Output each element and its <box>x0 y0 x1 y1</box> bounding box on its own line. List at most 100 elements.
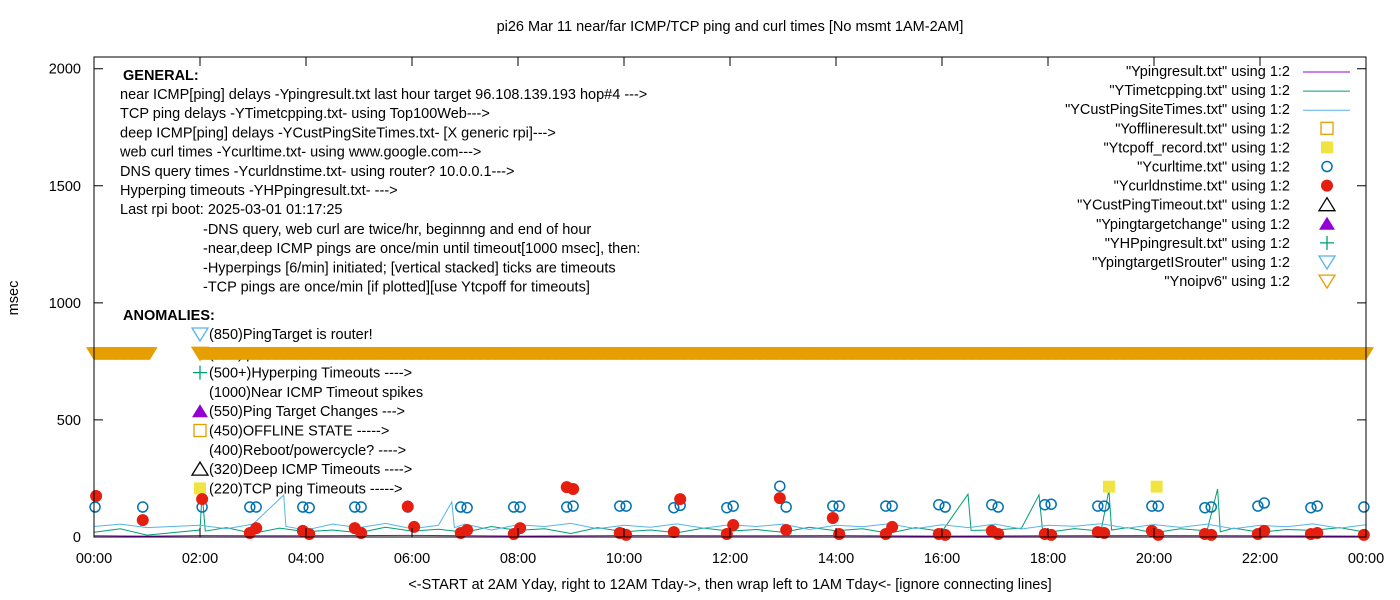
legend-symbol-icon <box>1321 141 1333 154</box>
data-point <box>514 522 527 535</box>
data-point <box>986 498 998 511</box>
x-tick-label: 12:00 <box>712 551 748 567</box>
data-point <box>90 490 103 503</box>
data-point <box>939 528 952 541</box>
data-point <box>1205 501 1217 513</box>
legend-symbol-icon <box>1321 179 1333 192</box>
data-point <box>1045 528 1058 541</box>
y-axis-label: msec <box>6 281 22 316</box>
series-4 <box>1102 480 1163 493</box>
data-point <box>1357 528 1370 541</box>
general-line: Hyperping timeouts -YHPpingresult.txt- -… <box>120 183 398 199</box>
data-point <box>727 500 739 512</box>
data-point <box>244 501 256 513</box>
data-point <box>1152 500 1164 512</box>
legend-label: "YCustPingSiteTimes.txt" using 1:2 <box>1065 102 1290 118</box>
note-line: -Hyperpings [6/min] initiated; [vertical… <box>203 260 616 276</box>
series-1 <box>93 488 1367 536</box>
data-point <box>567 483 580 495</box>
y-tick-label: 0 <box>73 530 81 546</box>
data-point <box>992 501 1004 513</box>
anomaly-label: (550)Ping Target Changes ---> <box>209 404 405 420</box>
general-line: DNS query times -Ycurldnstime.txt- using… <box>120 164 514 180</box>
y-tick-label: 500 <box>57 413 81 429</box>
data-point <box>833 500 845 512</box>
legend-label: "Ypingresult.txt" using 1:2 <box>1126 64 1290 80</box>
general-line: web curl times -Ycurltime.txt- using www… <box>119 145 481 161</box>
data-point <box>355 527 368 540</box>
legend-symbol-icon <box>1321 160 1333 173</box>
y-tick-label: 1500 <box>49 179 81 195</box>
data-point <box>303 501 315 514</box>
data-point <box>620 500 632 512</box>
data-point <box>1311 500 1323 512</box>
data-point <box>614 500 626 512</box>
series-2 <box>93 494 1367 531</box>
data-point <box>886 520 899 533</box>
legend-label: "YCustPingTimeout.txt" using 1:2 <box>1077 198 1290 214</box>
x-tick-label: 10:00 <box>606 551 642 567</box>
data-point <box>992 527 1005 540</box>
anomaly-label: (850)PingTarget is router! <box>209 327 373 343</box>
data-point <box>1152 528 1165 541</box>
general-line: near ICMP[ping] delays -Ypingresult.txt … <box>120 87 647 103</box>
data-point <box>1039 498 1051 511</box>
legend-label: "YHPpingresult.txt" using 1:2 <box>1105 236 1290 252</box>
data-point <box>1098 500 1110 512</box>
data-point <box>1258 524 1271 537</box>
data-point <box>137 501 149 513</box>
data-point <box>567 500 579 512</box>
x-tick-label: 20:00 <box>1136 551 1172 567</box>
x-tick-label: 04:00 <box>288 551 324 567</box>
data-point <box>933 498 945 511</box>
data-point <box>886 500 898 512</box>
legend-label: "Ynoipv6" using 1:2 <box>1164 274 1290 290</box>
x-tick-label: 06:00 <box>394 551 430 567</box>
x-axis-label: <-START at 2AM Yday, right to 12AM Tday-… <box>408 577 1051 593</box>
data-point <box>1205 528 1218 541</box>
data-point <box>349 501 361 513</box>
legend-label: "Ycurltime.txt" using 1:2 <box>1137 160 1290 176</box>
y-tick-label: 2000 <box>49 62 81 78</box>
data-point <box>514 501 526 513</box>
data-point <box>727 519 740 532</box>
data-point <box>408 520 421 533</box>
legend-label: "YpingtargetISrouter" using 1:2 <box>1092 255 1290 271</box>
data-point <box>827 500 839 512</box>
data-point <box>508 501 520 513</box>
legend-label: "YTimetcpping.txt" using 1:2 <box>1109 83 1290 99</box>
anomaly-label: (400)Reboot/powercycle? ----> <box>209 443 406 459</box>
anomaly-symbol-icon <box>194 482 206 495</box>
anomaly-symbol-icon <box>193 365 207 380</box>
note-line: -TCP pings are once/min [if plotted][use… <box>203 280 590 296</box>
anomalies-heading: ANOMALIES: <box>123 308 215 324</box>
data-point <box>297 501 309 513</box>
anomaly-label: (220)TCP ping Timeouts -----> <box>209 481 403 497</box>
data-point <box>250 522 263 535</box>
data-point <box>303 527 316 540</box>
data-point <box>89 501 101 513</box>
note-line: -DNS query, web curl are twice/hr, begin… <box>203 222 591 238</box>
x-tick-label: 22:00 <box>1242 551 1278 567</box>
anomaly-symbol-icon <box>190 460 210 476</box>
legend-symbol-icon <box>1317 255 1337 271</box>
legend-label: "Ypingtargetchange" using 1:2 <box>1096 217 1290 233</box>
data-point <box>826 512 839 525</box>
data-point <box>773 492 786 505</box>
x-tick-label: 08:00 <box>500 551 536 567</box>
data-point <box>780 501 792 513</box>
data-point <box>196 493 209 506</box>
data-point <box>939 501 951 513</box>
data-point <box>668 501 680 514</box>
data-point <box>561 501 573 513</box>
series-line <box>93 488 1367 536</box>
data-point <box>1311 527 1324 540</box>
legend-label: "Yofflineresult.txt" using 1:2 <box>1115 121 1290 137</box>
general-line: Last rpi boot: 2025-03-01 01:17:25 <box>120 202 343 218</box>
data-point <box>833 527 846 540</box>
anomaly-symbol-icon <box>190 327 210 343</box>
anomaly-symbol-icon <box>192 404 208 418</box>
data-point <box>1150 480 1163 493</box>
x-tick-label: 14:00 <box>818 551 854 567</box>
